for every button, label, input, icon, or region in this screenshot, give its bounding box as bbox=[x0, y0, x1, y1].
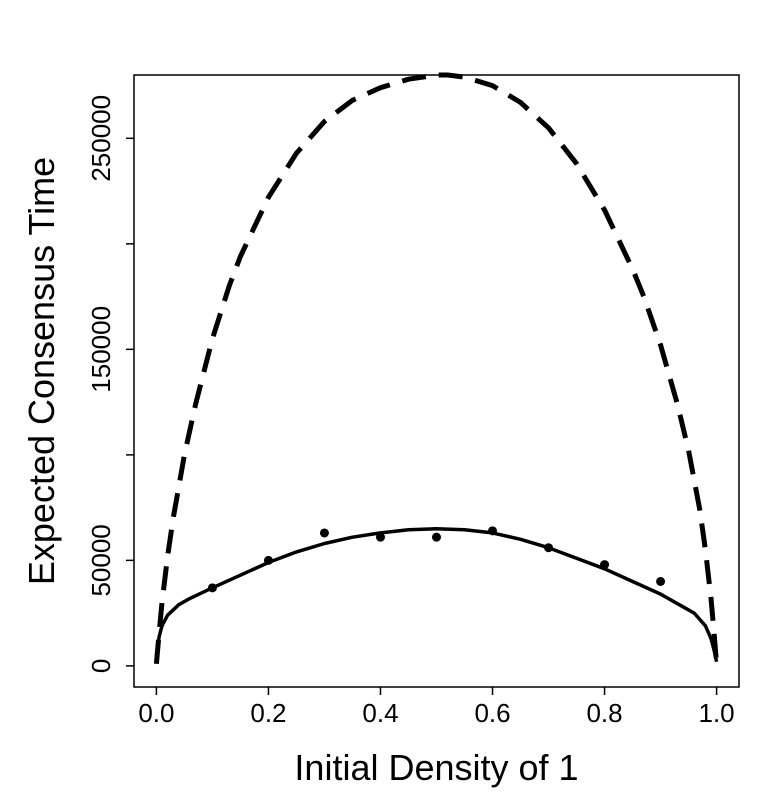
data-point bbox=[488, 526, 498, 536]
x-tick-label: 0.4 bbox=[362, 698, 398, 728]
data-point bbox=[375, 532, 385, 542]
data-point bbox=[544, 543, 554, 553]
data-point bbox=[207, 583, 217, 593]
y-axis-title: Expected Consensus Time bbox=[21, 157, 62, 585]
y-tick-label: 150000 bbox=[86, 306, 116, 393]
y-axis: 0 50000 150000 250000 bbox=[86, 95, 134, 673]
data-point bbox=[432, 532, 441, 542]
data-point bbox=[600, 560, 610, 570]
data-point bbox=[319, 528, 329, 538]
data-point bbox=[656, 576, 666, 586]
solid-series-line bbox=[154, 526, 719, 663]
y-tick-label: 0 bbox=[86, 659, 116, 673]
dashed-series-line bbox=[153, 72, 720, 665]
x-tick-label: 0.0 bbox=[138, 698, 174, 728]
x-tick-label: 1.0 bbox=[699, 698, 735, 728]
x-tick-label: 0.6 bbox=[474, 698, 510, 728]
x-tick-label: 0.8 bbox=[586, 698, 622, 728]
x-tick-label: 0.2 bbox=[250, 698, 286, 728]
x-axis: 0.0 0.2 0.4 0.6 0.8 1.0 bbox=[138, 687, 735, 728]
x-axis-title: Initial Density of 1 bbox=[294, 747, 578, 788]
series-layer bbox=[153, 72, 720, 665]
data-point bbox=[263, 555, 273, 565]
y-tick-label: 250000 bbox=[86, 95, 116, 182]
plot-frame bbox=[133, 74, 740, 688]
y-tick-label: 50000 bbox=[86, 524, 116, 596]
